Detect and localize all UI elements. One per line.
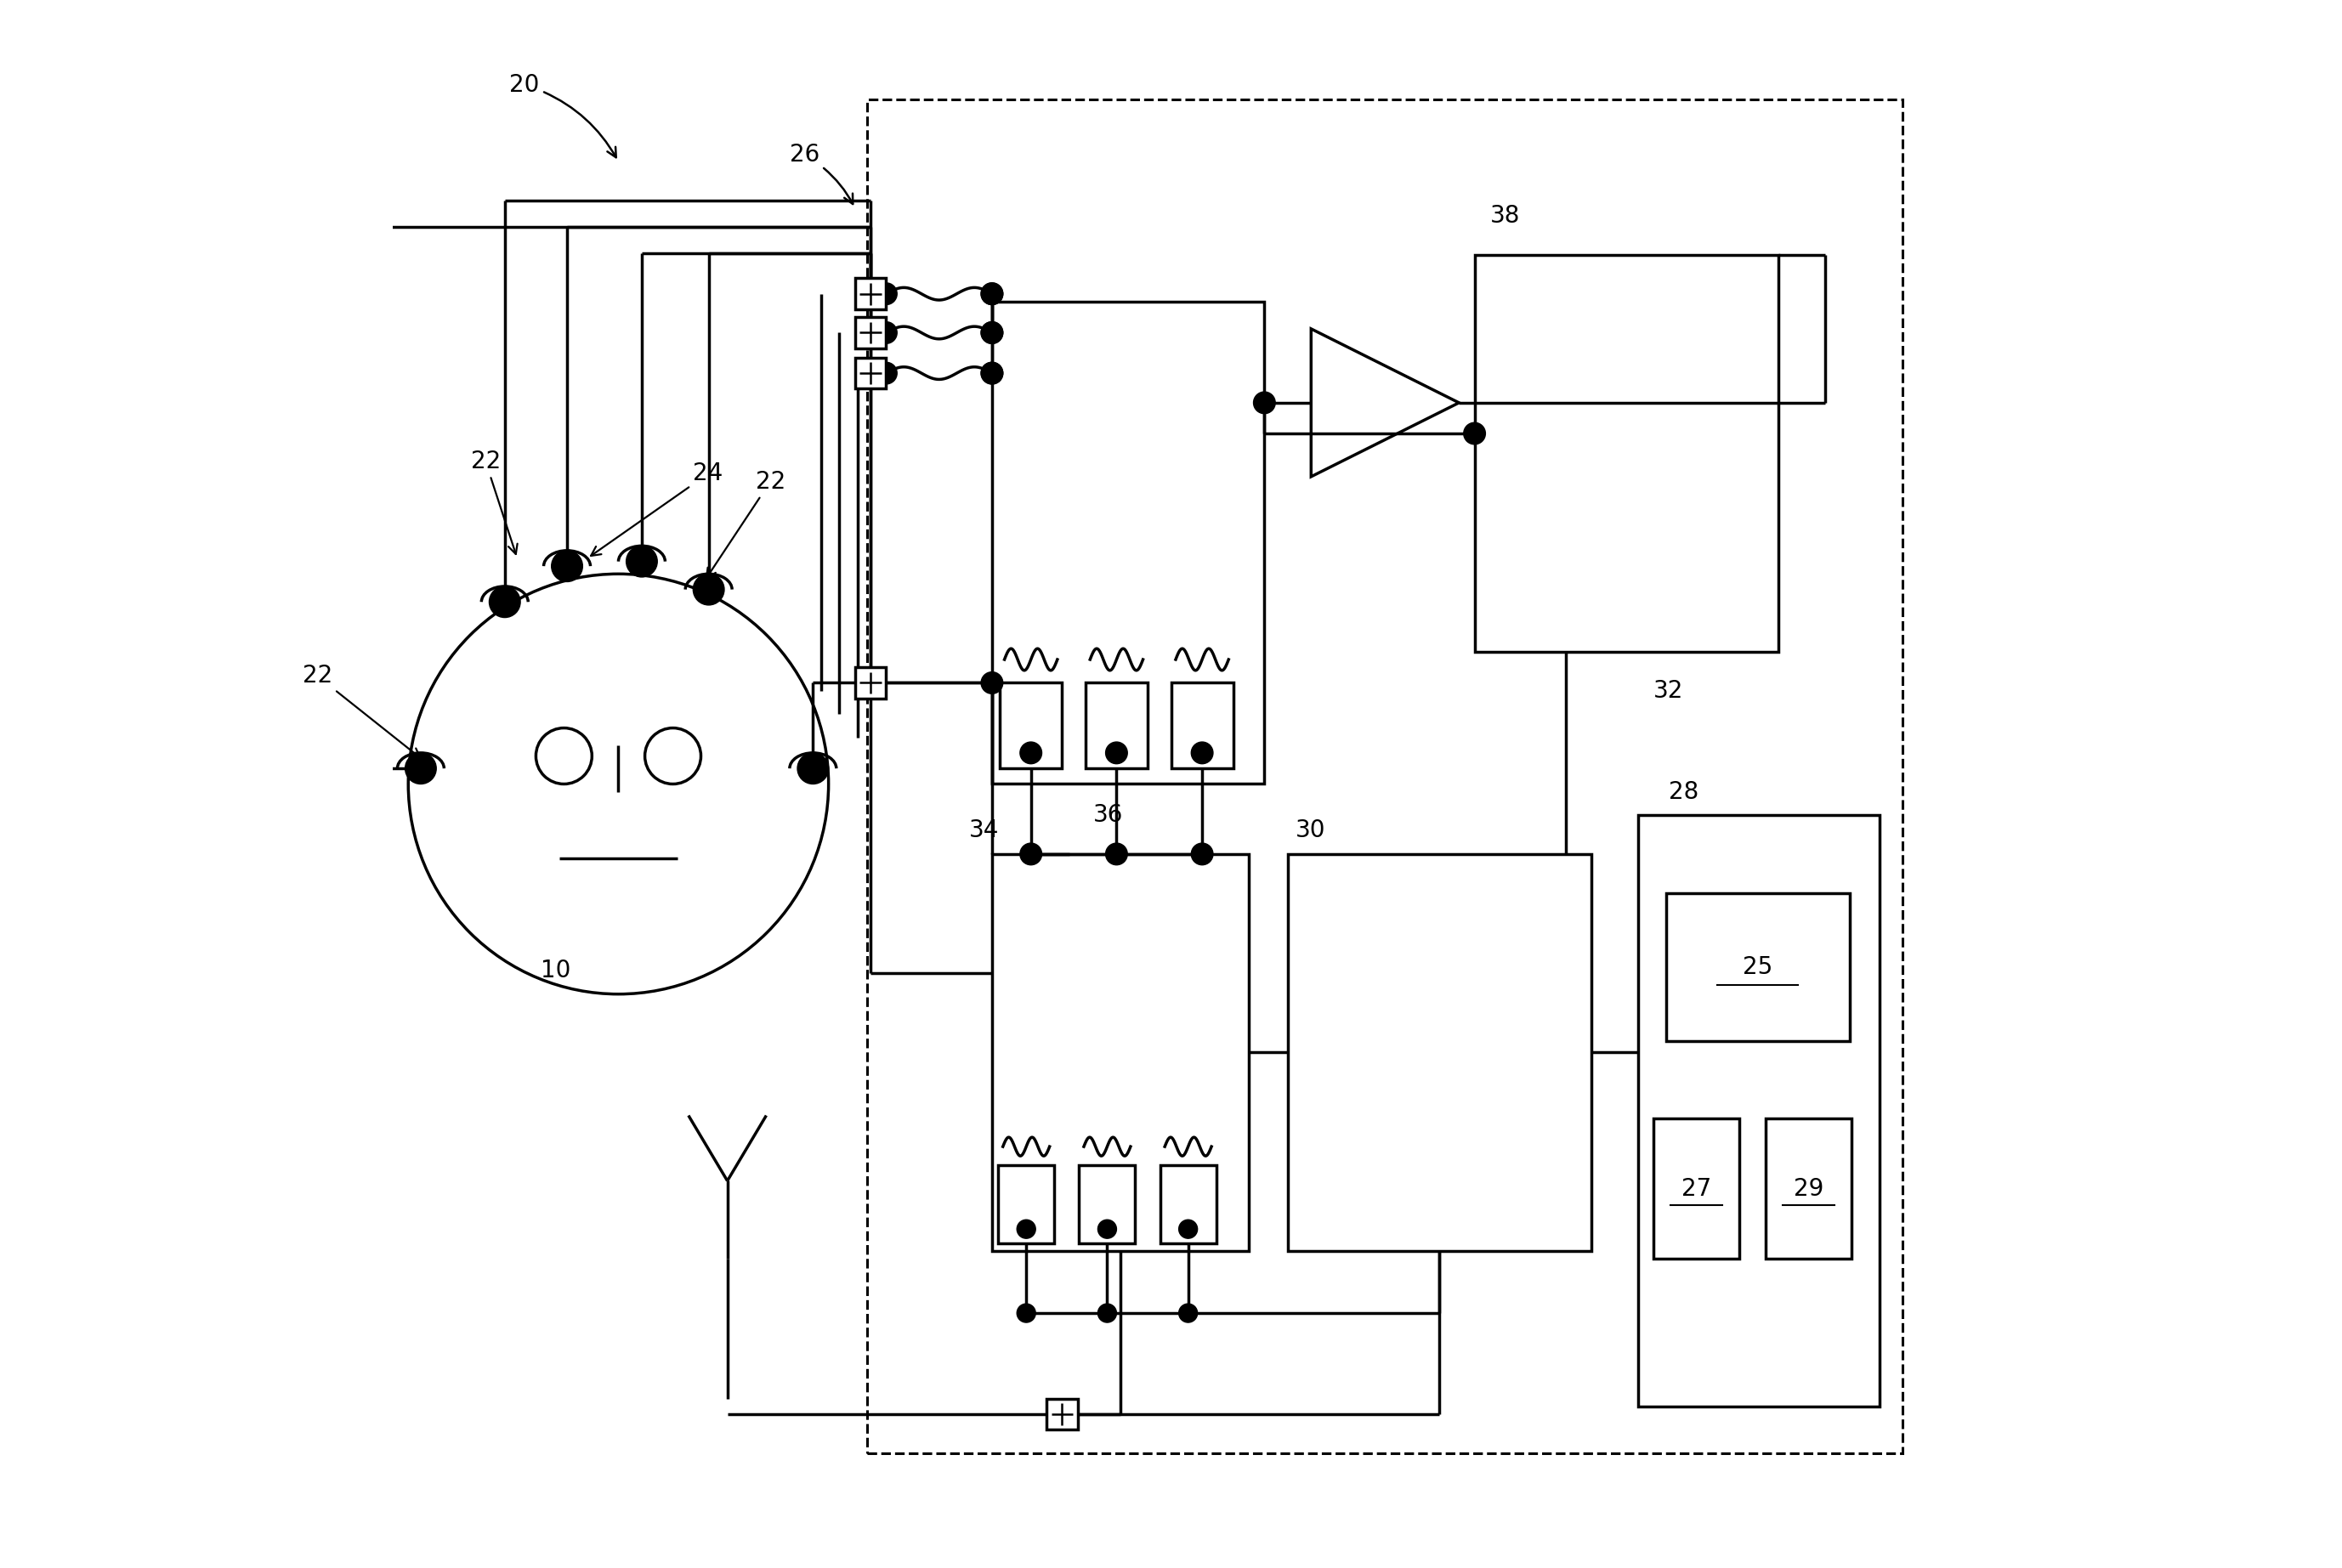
Circle shape xyxy=(1021,742,1042,764)
Circle shape xyxy=(981,673,1002,693)
Circle shape xyxy=(981,362,1002,384)
Text: 27: 27 xyxy=(1682,1176,1712,1201)
Circle shape xyxy=(1253,392,1276,414)
Bar xyxy=(998,1165,1054,1243)
Circle shape xyxy=(981,282,1002,304)
Bar xyxy=(993,301,1265,784)
Circle shape xyxy=(1178,1303,1197,1322)
Circle shape xyxy=(1464,422,1485,444)
Circle shape xyxy=(876,321,897,343)
Text: 25: 25 xyxy=(1742,955,1773,978)
Circle shape xyxy=(1105,742,1127,764)
Circle shape xyxy=(1098,1303,1117,1322)
Bar xyxy=(1047,1399,1077,1430)
Circle shape xyxy=(625,546,658,577)
Circle shape xyxy=(1016,1220,1035,1239)
Bar xyxy=(993,855,1248,1251)
Bar xyxy=(1084,682,1148,768)
Circle shape xyxy=(1178,1220,1197,1239)
Text: 20: 20 xyxy=(511,72,616,157)
Bar xyxy=(1475,256,1778,652)
Circle shape xyxy=(489,586,520,618)
Circle shape xyxy=(1192,844,1213,866)
Bar xyxy=(1000,682,1061,768)
Bar xyxy=(1159,1165,1215,1243)
Circle shape xyxy=(1098,1220,1117,1239)
Bar xyxy=(855,278,885,309)
Circle shape xyxy=(405,753,436,784)
Text: 34: 34 xyxy=(970,818,998,842)
Circle shape xyxy=(981,321,1002,343)
Text: 36: 36 xyxy=(1094,803,1124,826)
Circle shape xyxy=(876,362,897,384)
Bar xyxy=(867,99,1902,1454)
Bar xyxy=(1637,815,1878,1406)
Bar xyxy=(1665,892,1850,1041)
Text: 22: 22 xyxy=(302,665,419,757)
Circle shape xyxy=(1016,1303,1035,1322)
Bar xyxy=(1171,682,1234,768)
Text: 28: 28 xyxy=(1670,779,1698,804)
Circle shape xyxy=(796,753,829,784)
Bar xyxy=(1080,1165,1136,1243)
Text: 32: 32 xyxy=(1653,679,1684,702)
Text: 26: 26 xyxy=(789,143,852,204)
Circle shape xyxy=(981,282,1002,304)
Bar xyxy=(855,358,885,389)
Text: 22: 22 xyxy=(471,450,518,554)
Circle shape xyxy=(1192,742,1213,764)
Bar xyxy=(1288,855,1590,1251)
Text: 38: 38 xyxy=(1490,204,1520,227)
Circle shape xyxy=(550,550,583,582)
Circle shape xyxy=(693,574,724,605)
Circle shape xyxy=(1021,844,1042,866)
Circle shape xyxy=(981,321,1002,343)
Circle shape xyxy=(876,282,897,304)
Text: 24: 24 xyxy=(590,463,724,555)
Text: 29: 29 xyxy=(1794,1176,1824,1201)
Bar xyxy=(1766,1118,1850,1259)
Text: 10: 10 xyxy=(541,960,571,983)
Text: 22: 22 xyxy=(707,470,785,579)
Circle shape xyxy=(981,362,1002,384)
Circle shape xyxy=(860,673,881,693)
Bar xyxy=(1653,1118,1740,1259)
Bar xyxy=(855,317,885,348)
Bar xyxy=(855,668,885,698)
Text: 30: 30 xyxy=(1295,818,1326,842)
Circle shape xyxy=(1105,844,1127,866)
